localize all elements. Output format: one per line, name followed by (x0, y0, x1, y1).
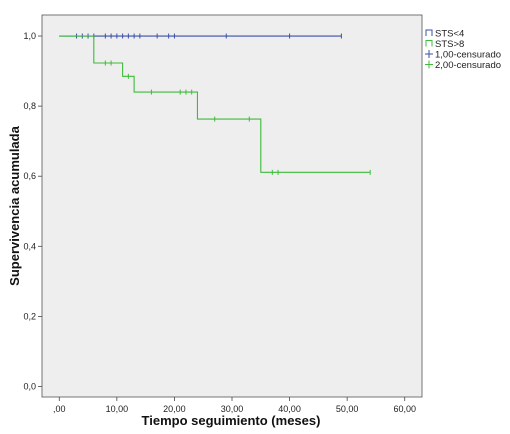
x-axis: ,00 10,00 20,00 30,00 40,00 50,00 60,00 (53, 397, 416, 414)
x-tick-label: ,00 (53, 404, 66, 414)
legend-label: 1,00-censurado (435, 50, 501, 61)
km-curve-sts-8 (59, 35, 371, 173)
series-layer (59, 33, 371, 175)
y-tick-label: 0,0 (23, 381, 36, 391)
y-tick-label: 0,2 (23, 311, 36, 321)
y-tick-label: 0,4 (23, 241, 36, 251)
plot-background (42, 15, 422, 397)
y-tick-label: 0,8 (23, 101, 36, 111)
legend-label: STS<4 (435, 29, 464, 40)
x-tick-label: 20,00 (163, 404, 186, 414)
x-tick-label: 50,00 (336, 404, 359, 414)
x-tick-label: 10,00 (106, 404, 129, 414)
legend-line-swatch (425, 40, 433, 47)
y-axis-title: Supervivencia acumulada (7, 125, 22, 285)
legend-line-swatch (425, 29, 433, 36)
legend-label: STS>8 (435, 39, 464, 50)
y-tick-label: 1,0 (23, 31, 36, 41)
x-tick-label: 60,00 (393, 404, 416, 414)
y-tick-label: 0,6 (23, 171, 36, 181)
x-tick-label: 40,00 (278, 404, 301, 414)
legend-label: 2,00-censurado (435, 60, 501, 71)
y-axis: 0,0 0,2 0,4 0,6 0,8 1,0 (23, 31, 42, 391)
x-tick-label: 30,00 (221, 404, 244, 414)
x-axis-title: Tiempo seguimiento (meses) (142, 413, 321, 428)
